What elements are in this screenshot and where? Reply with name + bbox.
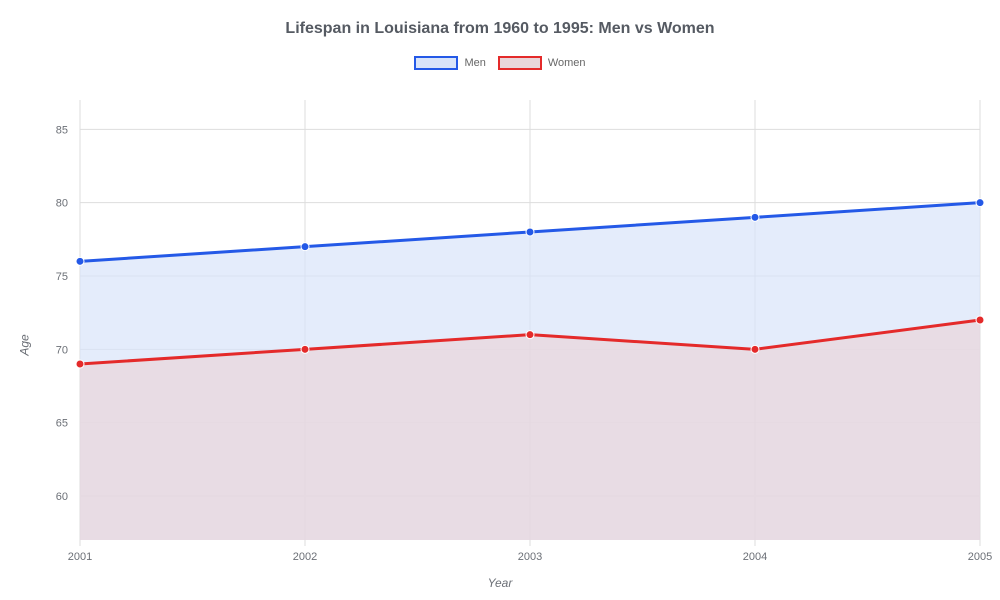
y-axis-label: Age	[18, 334, 32, 355]
marker-men	[301, 243, 309, 251]
y-tick-label: 70	[56, 344, 68, 356]
x-tick-label: 2005	[968, 551, 992, 563]
marker-women	[76, 360, 84, 368]
y-tick-label: 60	[56, 491, 68, 503]
chart-svg: 60 65 70 75 80 85 2001 2002 2003 2004 2005	[0, 90, 1000, 600]
y-tick-label: 75	[56, 271, 68, 283]
chart-title: Lifespan in Louisiana from 1960 to 1995:…	[0, 0, 1000, 38]
legend: Men Women	[0, 56, 1000, 70]
x-tick-label: 2004	[743, 551, 767, 563]
marker-women	[751, 345, 759, 353]
y-tick-label: 85	[56, 124, 68, 136]
legend-label-women: Women	[548, 57, 586, 69]
legend-item-men: Men	[414, 56, 485, 70]
x-axis-label: Year	[488, 576, 513, 590]
marker-women	[976, 316, 984, 324]
y-tick-label: 65	[56, 418, 68, 430]
x-tick-label: 2002	[293, 551, 317, 563]
legend-swatch-men	[414, 56, 458, 70]
x-tick-label: 2001	[68, 551, 92, 563]
marker-women	[301, 345, 309, 353]
legend-item-women: Women	[498, 56, 586, 70]
marker-men	[76, 257, 84, 265]
marker-women	[526, 331, 534, 339]
legend-swatch-women	[498, 56, 542, 70]
plot-area: Age 60 65 70 75 80 85 2001 2002 2003 2004 2005 Yea…	[0, 90, 1000, 600]
marker-men	[526, 228, 534, 236]
legend-label-men: Men	[464, 57, 485, 69]
marker-men	[751, 213, 759, 221]
y-tick-label: 80	[56, 198, 68, 210]
x-tick-label: 2003	[518, 551, 542, 563]
marker-men	[976, 199, 984, 207]
